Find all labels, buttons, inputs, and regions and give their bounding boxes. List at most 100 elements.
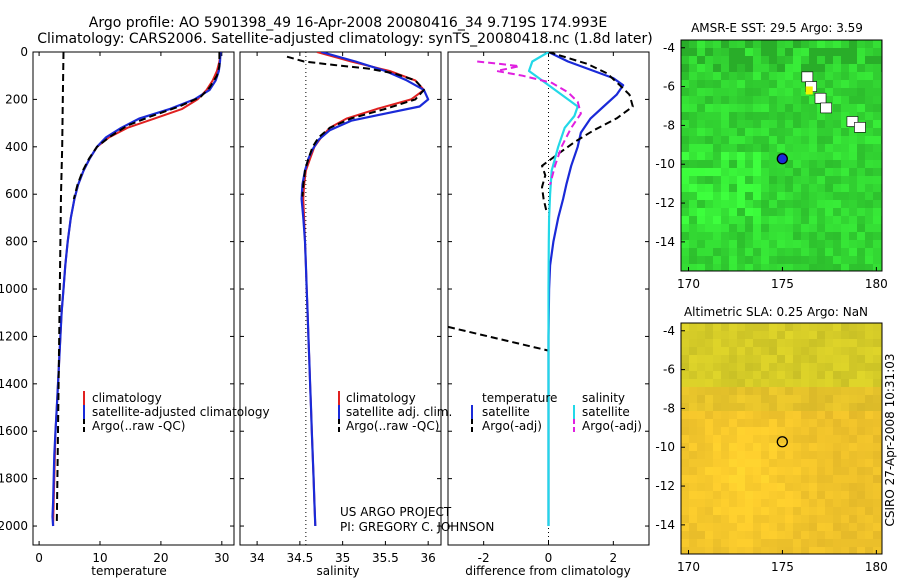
sst-map-cell — [721, 240, 729, 248]
sst-map-cell — [841, 232, 849, 240]
sst-map-cell — [785, 152, 793, 160]
sst-map-cell — [689, 120, 697, 128]
sst-map-cell — [729, 200, 737, 208]
sst-map-cell — [793, 80, 801, 88]
sla-map-cell — [833, 443, 841, 451]
sla-map-cell — [793, 323, 801, 331]
sla-map-cell — [713, 347, 721, 355]
sla-map-cell — [817, 347, 825, 355]
sla-map-cell — [865, 491, 873, 499]
sst-map-cell — [777, 144, 785, 152]
sst-map-cell — [785, 160, 793, 168]
sla-map-cell — [761, 379, 769, 387]
sla-map-cell — [761, 435, 769, 443]
sst-map-cell — [865, 40, 873, 48]
legend-label-argo: Argo(..raw -QC) — [346, 419, 439, 433]
salinity-xtick-label: 35.5 — [372, 551, 399, 565]
sst-map-cell — [713, 56, 721, 64]
sst-map-cell — [785, 136, 793, 144]
sla-map-cell — [713, 499, 721, 507]
sst-map-cell — [849, 152, 857, 160]
sla-map-cell — [801, 483, 809, 491]
sla-map-cell — [697, 443, 705, 451]
sst-map-cell — [793, 168, 801, 176]
sla-map-cell — [697, 427, 705, 435]
sla-ytick-label: -12 — [655, 479, 675, 493]
sla-map-cell — [729, 507, 737, 515]
sla-map-cell — [809, 355, 817, 363]
sla-map-cell — [721, 475, 729, 483]
sla-map-cell — [825, 507, 833, 515]
sla-map-cell — [713, 531, 721, 539]
sst-map-cell — [801, 232, 809, 240]
sst-map-cell — [737, 136, 745, 144]
sst-map-cell — [697, 256, 705, 264]
sla-map-cell — [801, 347, 809, 355]
sla-map-cell — [785, 411, 793, 419]
sst-map-cell — [777, 80, 785, 88]
sst-map-cell — [865, 184, 873, 192]
sst-map-cell — [817, 160, 825, 168]
sst-map-cell — [761, 152, 769, 160]
sst-map-cell — [713, 184, 721, 192]
difference-xtick-label: -2 — [478, 551, 490, 565]
sla-map-cell — [705, 523, 713, 531]
sst-map-cell — [753, 96, 761, 104]
sst-map-cell — [745, 200, 753, 208]
sst-map-cell — [761, 80, 769, 88]
temperature-xtick-label: 0 — [35, 551, 43, 565]
sst-map-cell — [777, 88, 785, 96]
sla-map-cell — [777, 491, 785, 499]
sst-map-cell — [753, 64, 761, 72]
sla-map-cell — [873, 363, 881, 371]
sst-map-cell — [729, 160, 737, 168]
sla-map-cell — [857, 475, 865, 483]
sla-map-cell — [713, 459, 721, 467]
sla-map-cell — [729, 379, 737, 387]
sst-map-cell — [849, 64, 857, 72]
sst-map-cell — [737, 192, 745, 200]
sst-map-cell — [793, 104, 801, 112]
sla-map-cell — [681, 363, 689, 371]
sst-map-cell — [713, 48, 721, 56]
sst-map-cell — [737, 248, 745, 256]
sla-map-cell — [737, 427, 745, 435]
sst-map-cell — [769, 120, 777, 128]
sla-map-cell — [785, 387, 793, 395]
sst-map-cell — [785, 256, 793, 264]
sst-map-cell — [761, 72, 769, 80]
sst-map-cell — [713, 240, 721, 248]
sst-map-cell — [865, 168, 873, 176]
sla-map-cell — [769, 427, 777, 435]
sla-map-cell — [761, 427, 769, 435]
sst-map-cell — [873, 56, 881, 64]
sla-map-cell — [833, 331, 841, 339]
sst-xtick-label: 175 — [771, 277, 794, 291]
sst-map-cell — [801, 216, 809, 224]
sla-map-cell — [705, 531, 713, 539]
sla-map-cell — [729, 451, 737, 459]
sla-map-cell — [681, 403, 689, 411]
sla-map-cell — [721, 419, 729, 427]
sst-map-cell — [697, 112, 705, 120]
sst-map-cell — [849, 144, 857, 152]
sst-map-cell — [737, 104, 745, 112]
sla-map-cell — [777, 451, 785, 459]
sla-map-cell — [713, 339, 721, 347]
sla-map-cell — [777, 371, 785, 379]
sst-map-cell — [817, 112, 825, 120]
sst-map-cell — [785, 88, 793, 96]
sst-map-cell — [825, 80, 833, 88]
sla-map-cell — [681, 499, 689, 507]
sla-map-cell — [817, 459, 825, 467]
sla-map-cell — [697, 355, 705, 363]
sst-map-cell — [857, 256, 865, 264]
sla-map-cell — [737, 371, 745, 379]
sst-map-cell — [761, 256, 769, 264]
sla-map-cell — [873, 339, 881, 347]
sst-map-cell — [721, 200, 729, 208]
sla-map-cell — [721, 379, 729, 387]
sla-map-cell — [745, 387, 753, 395]
sst-map-cell — [769, 264, 777, 271]
